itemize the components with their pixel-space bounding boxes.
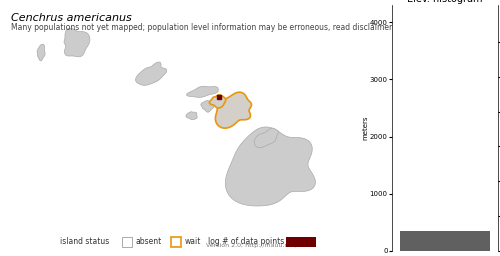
Y-axis label: meters: meters	[362, 116, 368, 140]
Text: log # of data points: log # of data points	[208, 237, 284, 246]
Text: island status: island status	[60, 237, 109, 246]
Polygon shape	[136, 62, 166, 85]
Polygon shape	[220, 116, 230, 124]
Polygon shape	[216, 92, 252, 128]
Bar	[400, 231, 490, 251]
Text: Version 2.0; http://mauu.net/atlas: Version 2.0; http://mauu.net/atlas	[206, 243, 312, 248]
Polygon shape	[254, 128, 278, 148]
Polygon shape	[226, 127, 316, 206]
Polygon shape	[37, 44, 45, 61]
FancyBboxPatch shape	[286, 237, 316, 247]
FancyBboxPatch shape	[122, 237, 132, 247]
Text: Many populations not yet mapped; population level information may be erroneous, : Many populations not yet mapped; populat…	[11, 23, 399, 32]
Polygon shape	[64, 28, 90, 57]
Text: absent: absent	[136, 237, 162, 246]
Polygon shape	[210, 95, 226, 108]
Polygon shape	[201, 101, 214, 112]
Text: wait: wait	[184, 237, 201, 246]
Text: Cenchrus americanus: Cenchrus americanus	[11, 13, 132, 23]
Polygon shape	[186, 112, 197, 120]
Polygon shape	[186, 86, 218, 97]
Title: Elev. histogram: Elev. histogram	[407, 0, 482, 4]
FancyBboxPatch shape	[171, 237, 181, 247]
